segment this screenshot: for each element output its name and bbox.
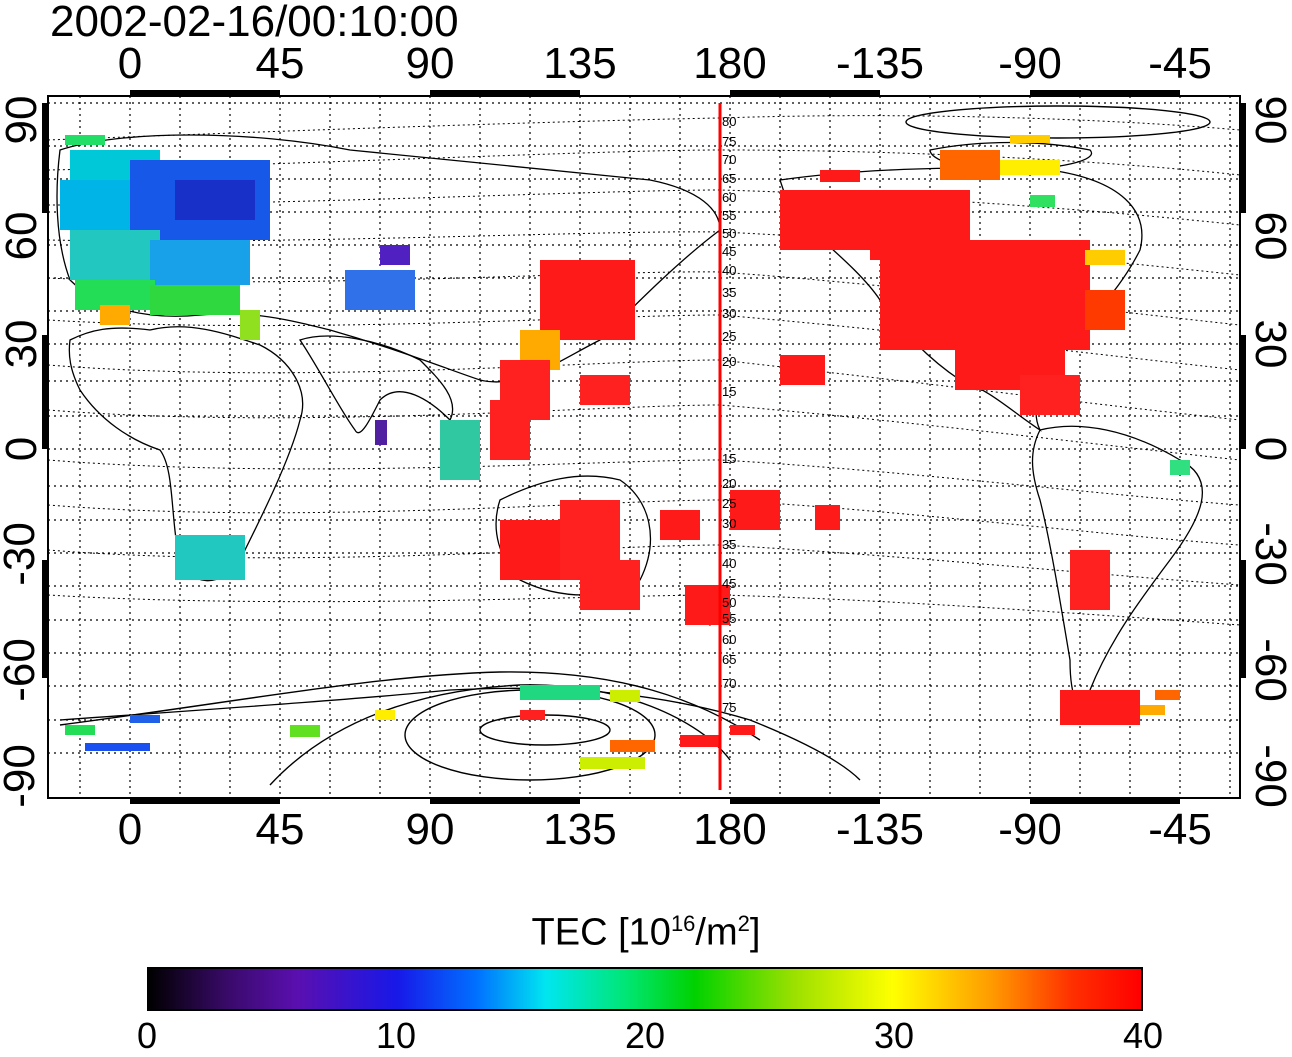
colorbar-tick-2: 20 <box>624 1015 666 1056</box>
top-tick-6: -90 <box>998 39 1062 88</box>
meridian-label: 45 <box>722 576 736 591</box>
bottom-tick-4: 180 <box>693 805 767 854</box>
left-tick-1: 60 <box>0 211 46 261</box>
meridian-label: 30 <box>722 516 736 531</box>
meridian-label: 55 <box>722 208 736 223</box>
bottom-tick-5: -135 <box>835 805 925 854</box>
top-tick-5: -135 <box>835 39 925 88</box>
left-tick-3: 0 <box>0 436 46 462</box>
colorbar-title: TEC [1016/m2] <box>531 911 761 954</box>
left-tick-6: -90 <box>0 744 44 808</box>
left-tick-2: 30 <box>0 319 46 369</box>
meridian-label: 80 <box>722 114 736 129</box>
top-tick-3: 135 <box>543 39 617 88</box>
map-timestamp: 2002-02-16/00:10:00 <box>50 0 459 46</box>
colorbar-gradient <box>147 967 1143 1011</box>
right-tick-1: 60 <box>1246 211 1292 261</box>
meridian-label: 15 <box>722 451 736 466</box>
meridian-label: 40 <box>722 263 736 278</box>
meridian-label: 35 <box>722 537 736 552</box>
meridian-label: 25 <box>722 496 736 511</box>
meridian-label: 25 <box>722 329 736 344</box>
bottom-tick-3: 135 <box>543 805 617 854</box>
bottom-tick-6: -90 <box>998 805 1062 854</box>
colorbar-tick-4: 40 <box>1122 1015 1164 1056</box>
meridian-label: 30 <box>722 306 736 321</box>
meridian-label: 50 <box>722 595 736 610</box>
right-tick-3: 0 <box>1246 436 1292 462</box>
top-tick-1: 45 <box>255 39 305 88</box>
south-pole-contours <box>59 105 1211 786</box>
top-tick-4: 180 <box>693 39 767 88</box>
meridian-label: 60 <box>722 632 736 647</box>
meridian-label: 65 <box>722 171 736 186</box>
top-tick-7: -45 <box>1148 39 1212 88</box>
meridian-label: 45 <box>722 244 736 259</box>
meridian-label: 20 <box>722 354 736 369</box>
meridian-label: 35 <box>722 285 736 300</box>
bottom-tick-7: -45 <box>1148 805 1212 854</box>
right-tick-4: -30 <box>1246 522 1292 586</box>
meridian-label: 75 <box>722 134 736 149</box>
meridian-label: 20 <box>722 476 736 491</box>
right-tick-5: -60 <box>1246 638 1292 702</box>
meridian-label: 55 <box>722 611 736 626</box>
meridian-label: 75 <box>722 700 736 715</box>
bottom-tick-0: 0 <box>117 805 143 854</box>
meridian-label: 60 <box>722 190 736 205</box>
meridian-label: 70 <box>722 676 736 691</box>
left-tick-4: -30 <box>0 522 44 586</box>
top-tick-0: 0 <box>117 39 143 88</box>
meridian-label: 70 <box>722 152 736 167</box>
meridian-labels: 8075706560555045403530252015152025303540… <box>722 114 736 715</box>
right-tick-0: 90 <box>1246 95 1292 145</box>
meridian-label: 40 <box>722 556 736 571</box>
meridian-label: 15 <box>722 384 736 399</box>
colorbar-tick-0: 0 <box>136 1015 158 1056</box>
tec-patches <box>60 135 1190 769</box>
meridian-label: 50 <box>722 226 736 241</box>
right-tick-2: 30 <box>1246 319 1292 369</box>
bottom-tick-1: 45 <box>255 805 305 854</box>
right-tick-6: -90 <box>1246 744 1292 808</box>
colorbar-tick-3: 30 <box>873 1015 915 1056</box>
top-tick-2: 90 <box>405 39 455 88</box>
axis-tick-bars <box>42 90 1246 804</box>
bottom-tick-2: 90 <box>405 805 455 854</box>
meridian-label: 65 <box>722 652 736 667</box>
left-tick-0: 90 <box>0 95 46 145</box>
colorbar-tick-1: 10 <box>375 1015 417 1056</box>
left-tick-5: -60 <box>0 638 44 702</box>
